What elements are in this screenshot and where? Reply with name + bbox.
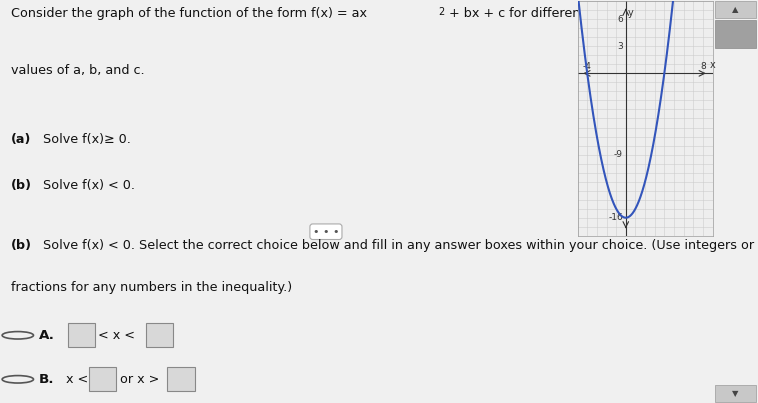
Text: Solve f(x)≥ 0.: Solve f(x)≥ 0. bbox=[39, 133, 131, 146]
Text: (a): (a) bbox=[11, 133, 31, 146]
Text: Solve f(x) < 0. Select the correct choice below and fill in any answer boxes wit: Solve f(x) < 0. Select the correct choic… bbox=[39, 239, 754, 252]
Text: • • •: • • • bbox=[313, 227, 339, 237]
Text: (b): (b) bbox=[11, 179, 32, 192]
Text: fractions for any numbers in the inequality.): fractions for any numbers in the inequal… bbox=[11, 281, 292, 294]
Text: x <: x < bbox=[65, 373, 88, 386]
FancyBboxPatch shape bbox=[146, 324, 173, 347]
Text: x: x bbox=[709, 60, 716, 70]
Text: < x <: < x < bbox=[99, 329, 136, 342]
FancyBboxPatch shape bbox=[168, 368, 195, 391]
Text: or x >: or x > bbox=[120, 373, 159, 386]
Text: y: y bbox=[627, 8, 633, 19]
Text: + bx + c for different: + bx + c for different bbox=[445, 7, 586, 20]
Text: Solve f(x) < 0.: Solve f(x) < 0. bbox=[39, 179, 135, 192]
Text: -4: -4 bbox=[583, 62, 592, 71]
Text: 2: 2 bbox=[438, 7, 444, 17]
FancyBboxPatch shape bbox=[67, 324, 95, 347]
Text: A.: A. bbox=[39, 329, 55, 342]
Text: 8: 8 bbox=[700, 62, 706, 71]
FancyBboxPatch shape bbox=[89, 368, 116, 391]
Text: B.: B. bbox=[39, 373, 55, 386]
Text: -16: -16 bbox=[608, 213, 623, 222]
Text: ▲: ▲ bbox=[732, 5, 738, 14]
Text: ▼: ▼ bbox=[732, 389, 738, 398]
FancyBboxPatch shape bbox=[715, 20, 756, 48]
Text: 6: 6 bbox=[617, 15, 623, 24]
FancyBboxPatch shape bbox=[715, 1, 756, 18]
Text: Consider the graph of the function of the form f(x) = ax: Consider the graph of the function of th… bbox=[11, 7, 367, 20]
Text: (b): (b) bbox=[11, 239, 32, 252]
Text: values of a, b, and c.: values of a, b, and c. bbox=[11, 64, 144, 77]
FancyBboxPatch shape bbox=[715, 385, 756, 402]
Text: -9: -9 bbox=[614, 150, 623, 159]
Text: 3: 3 bbox=[617, 42, 623, 51]
